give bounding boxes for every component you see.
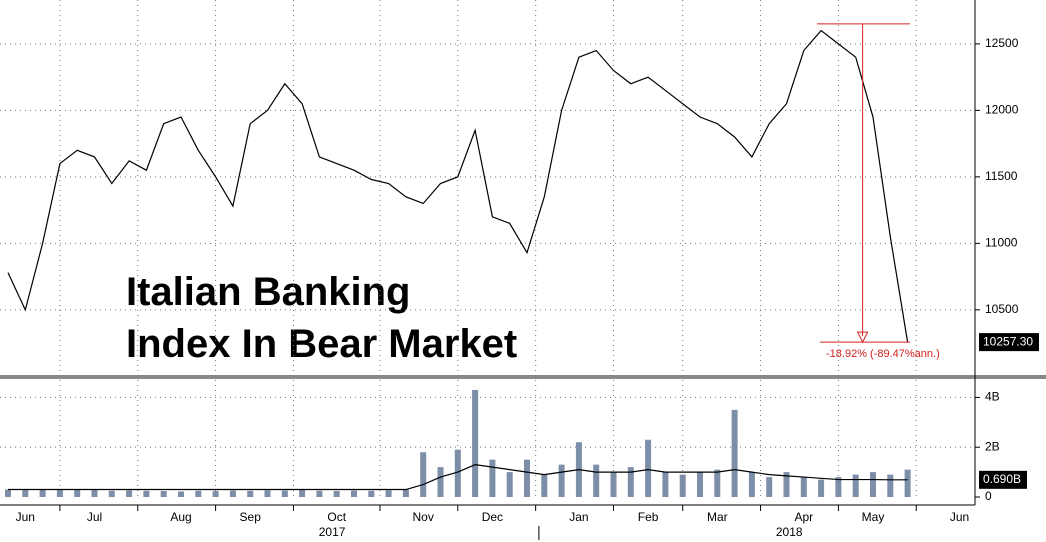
volume-bar (818, 479, 825, 497)
volume-bar (610, 472, 617, 497)
volume-average (8, 464, 908, 491)
y-tick-label: 12000 (985, 103, 1019, 117)
volume-bar (870, 472, 876, 497)
x-tick-label: Sep (240, 510, 262, 524)
volume-bar (126, 490, 133, 497)
volume-bar (212, 491, 219, 497)
volume-bar (39, 489, 46, 497)
volume-bar (679, 474, 686, 497)
last-price-box (979, 333, 1039, 352)
volume-bar (299, 490, 306, 497)
volume-bar (351, 490, 357, 497)
last-volume-label: 0.690B (983, 472, 1021, 486)
price-line (7, 29, 909, 343)
volume-bar (852, 474, 859, 497)
annotation-text: -18.92% (-89.47%ann.) (826, 348, 940, 360)
y-tick-label: 12500 (985, 36, 1019, 50)
annotation-arrowhead (856, 331, 869, 344)
chart-title: Italian Banking (126, 270, 411, 314)
volume-bar (402, 489, 409, 497)
volume-bar (662, 472, 669, 497)
volume-bar (783, 472, 790, 497)
volume-bar (645, 439, 652, 497)
volume-bar (247, 490, 254, 497)
x-tick-label: Nov (413, 510, 434, 524)
x-tick-label: May (862, 510, 885, 524)
x-tick-label: Jun (16, 510, 35, 524)
year-label: 2017 (319, 525, 346, 539)
volume-bar (627, 467, 634, 497)
volume-bar (108, 490, 115, 497)
y-tick-label: 10500 (985, 302, 1019, 316)
x-tick-label: Apr (794, 510, 813, 524)
volume-bar (333, 491, 340, 497)
volume-bar (506, 472, 513, 497)
y-tick-label: 2B (985, 439, 1000, 453)
volume-bar (143, 490, 150, 497)
volume-bar (56, 489, 63, 497)
volume-bar (91, 489, 98, 497)
volume-bar (731, 409, 738, 497)
volume-bar (420, 452, 427, 497)
volume-bar (281, 490, 288, 497)
x-tick-label: Jul (87, 510, 102, 524)
volume-bar (524, 459, 530, 497)
y-tick-label: 11000 (985, 236, 1018, 250)
volume-bar (748, 472, 755, 497)
volume-bar (489, 459, 496, 497)
volume-bar (22, 490, 29, 497)
volume-bar (454, 449, 461, 497)
volume-bar (714, 469, 721, 497)
x-tick-label: Jun (950, 510, 969, 524)
volume-bar (766, 477, 773, 497)
volume-bar (437, 467, 444, 497)
volume-bar (593, 464, 600, 497)
volume-bar (558, 464, 565, 497)
volume-bar (264, 490, 271, 497)
last-price-label: 10257.30 (983, 334, 1033, 348)
y-tick-label: 0 (985, 489, 992, 503)
x-tick-label: Oct (327, 510, 346, 524)
x-tick-label: Jan (569, 510, 588, 524)
volume-bar (178, 491, 184, 497)
year-label: 2018 (776, 525, 803, 539)
volume-bar (229, 490, 236, 497)
x-tick-label: Aug (170, 510, 191, 524)
volume-bar (195, 490, 202, 497)
volume-bar (316, 490, 323, 497)
volume-bar (160, 491, 167, 497)
x-tick-label: Mar (707, 510, 728, 524)
x-tick-label: Feb (638, 510, 659, 524)
volume-bar (74, 490, 81, 497)
chart-title: Index In Bear Market (126, 322, 517, 366)
volume-bar (887, 474, 894, 497)
volume-bar (835, 477, 842, 497)
y-tick-label: 11500 (985, 169, 1018, 183)
volume-bar (5, 489, 11, 497)
last-volume-box (979, 470, 1027, 489)
volume-bar (472, 389, 479, 497)
volume-bar (800, 477, 807, 497)
volume-bar (904, 469, 911, 497)
volume-bar (541, 474, 548, 497)
volume-bar (385, 490, 392, 497)
y-tick-label: 4B (985, 390, 1000, 404)
volume-bar (368, 490, 375, 497)
volume-bar (697, 472, 703, 497)
x-tick-label: Dec (482, 510, 503, 524)
